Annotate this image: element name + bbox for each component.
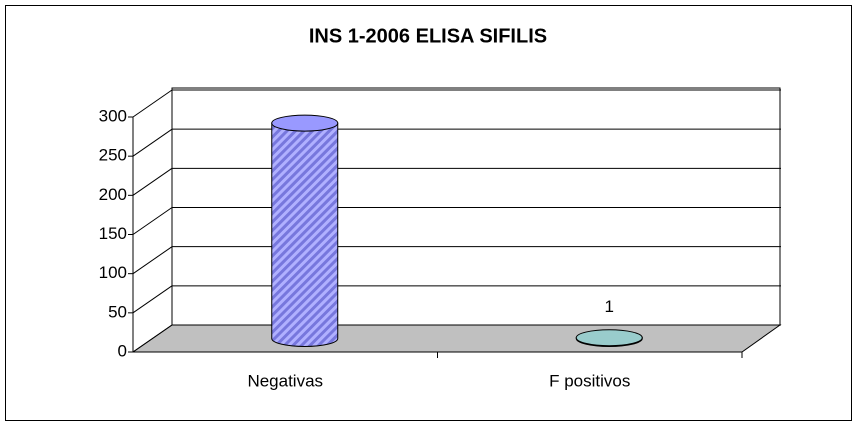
side-grid-line: [132, 167, 173, 196]
x-tick-label: Negativas: [247, 371, 323, 390]
side-grid-line: [132, 89, 173, 118]
y-tick-label: 250: [99, 146, 127, 165]
side-grid-line: [132, 324, 173, 353]
back-wall: [171, 87, 781, 325]
x-tick-label: F positivos: [549, 371, 630, 390]
y-tick-label: 200: [99, 185, 127, 204]
chart-title: INS 1-2006 ELISA SIFILIS: [309, 25, 547, 47]
y-tick-label: 100: [99, 263, 127, 282]
value-label: 1: [605, 297, 614, 316]
side-grid-line: [132, 285, 173, 314]
side-grid-line: [132, 246, 173, 275]
y-tick-label: 50: [108, 302, 127, 321]
bar: [271, 122, 339, 347]
chart-frame: [5, 5, 852, 421]
bar-top: [575, 329, 643, 347]
bar-top: [271, 114, 339, 132]
side-grid-line: [132, 207, 173, 235]
y-tick-label: 300: [99, 106, 127, 125]
floor: [131, 324, 782, 353]
y-tick-label: 150: [99, 224, 127, 243]
y-tick-label: 0: [118, 341, 127, 360]
side-grid-line: [132, 128, 173, 157]
